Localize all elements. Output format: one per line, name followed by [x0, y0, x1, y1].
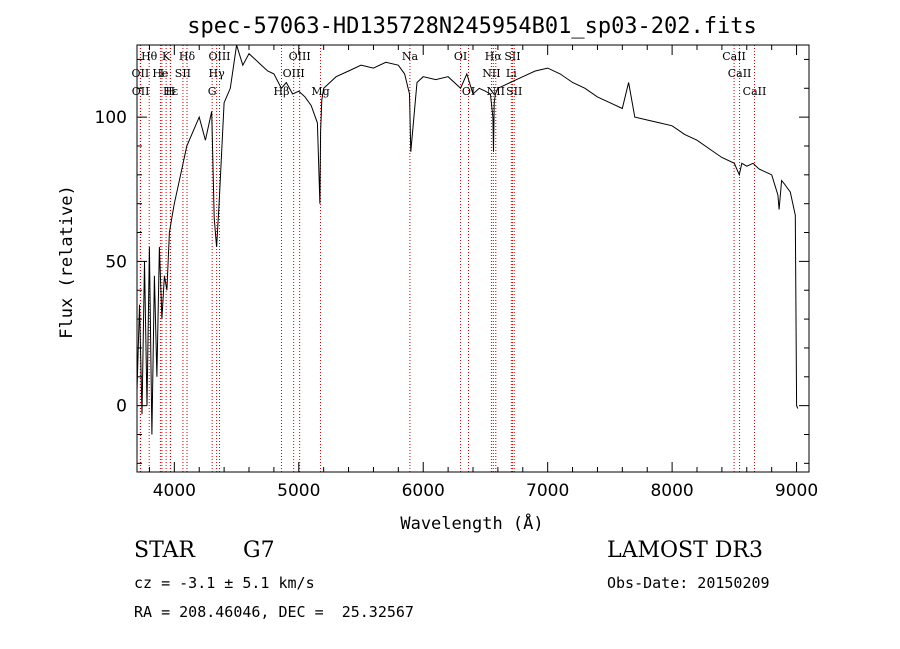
y-tick-label: 50 — [105, 252, 127, 272]
line-label: SII — [504, 50, 520, 63]
line-label: SII — [506, 85, 522, 98]
y-tick-label: 0 — [116, 397, 127, 417]
line-label: Hα — [485, 50, 503, 63]
x-tick-label: 5000 — [277, 481, 320, 501]
x-tick-label: 9000 — [775, 481, 818, 501]
line-label: Mg — [311, 85, 329, 98]
line-label: CaII — [728, 67, 752, 80]
coordinates: RA = 208.46046, DEC = 25.32567 — [134, 603, 414, 621]
survey-name: LAMOST DR3 — [607, 538, 763, 563]
line-label: Hθ — [141, 50, 158, 63]
line-label: Na — [402, 50, 419, 63]
line-label: Hβ — [274, 85, 290, 98]
plot-frame — [136, 44, 810, 473]
x-tick-label: 6000 — [402, 481, 445, 501]
line-label: OI — [462, 85, 475, 98]
spectrum-series — [136, 44, 799, 435]
line-label: OI — [454, 50, 467, 63]
object-subclass: G7 — [243, 538, 275, 563]
x-axis-label: Wavelength (Å) — [400, 512, 543, 534]
line-label: Hγ — [209, 67, 226, 80]
line-label: H — [166, 85, 176, 98]
line-label: SII — [175, 67, 191, 80]
obs-date: Obs-Date: 20150209 — [607, 574, 770, 592]
line-label: Hε — [163, 85, 179, 98]
emission-line-markers — [139, 45, 755, 472]
line-label: OIII — [208, 50, 230, 63]
spectrum-line — [136, 44, 799, 435]
line-label: NII — [487, 85, 505, 98]
line-label: NII — [482, 67, 500, 80]
redshift-value: cz = -3.1 ± 5.1 km/s — [134, 574, 315, 592]
y-axis-label: Flux (relative) — [57, 185, 77, 339]
line-label: Hδ — [179, 50, 196, 63]
line-label: G — [208, 85, 217, 98]
line-label: OIII — [283, 67, 305, 80]
line-label: OII — [132, 85, 150, 98]
line-label: Li — [506, 67, 517, 80]
line-label: CaII — [743, 85, 767, 98]
line-label: OII — [132, 67, 150, 80]
line-label: OIII — [289, 50, 311, 63]
axes: 4000 5000 6000 7000 8000 9000 0 50 100 — [95, 45, 818, 501]
line-label: CaII — [722, 50, 746, 63]
object-class: STAR — [134, 538, 195, 563]
line-label: He — [152, 67, 168, 80]
line-label: I — [160, 67, 164, 80]
y-tick-label: 100 — [95, 108, 127, 128]
x-tick-label: 8000 — [650, 481, 693, 501]
chart-title: spec-57063-HD135728N245954B01_sp03-202.f… — [187, 14, 757, 39]
x-tick-label: 7000 — [526, 481, 569, 501]
line-label: K — [162, 50, 171, 63]
x-tick-label: 4000 — [153, 481, 196, 501]
